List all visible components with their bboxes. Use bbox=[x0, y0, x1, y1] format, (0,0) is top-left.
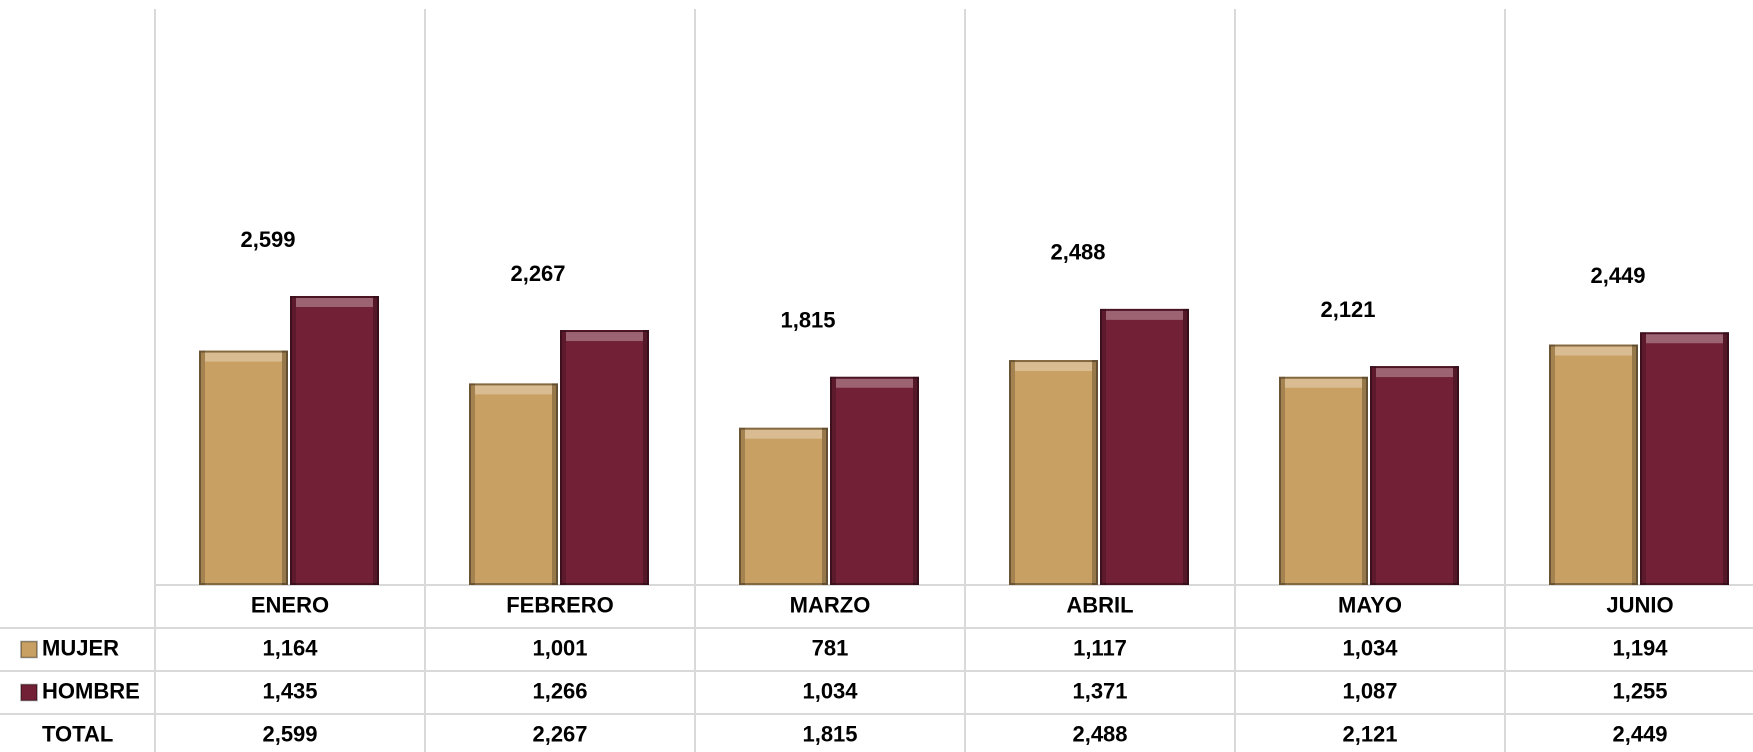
bar-shade bbox=[1640, 332, 1646, 585]
table-value: 1,034 bbox=[1342, 635, 1398, 660]
table-value: 1,194 bbox=[1612, 635, 1668, 660]
table-total: 2,121 bbox=[1342, 721, 1397, 746]
bar-shade bbox=[1632, 344, 1638, 585]
total-label: 2,488 bbox=[1050, 240, 1105, 265]
bar-shade bbox=[1549, 344, 1555, 585]
table-value: 1,266 bbox=[532, 678, 587, 703]
legend-label: MUJER bbox=[42, 635, 119, 660]
bar-highlight bbox=[566, 332, 643, 342]
category-label: MAYO bbox=[1338, 592, 1402, 617]
table-total: 1,815 bbox=[802, 721, 857, 746]
bar-shade bbox=[1183, 308, 1189, 585]
bar-bevel bbox=[739, 427, 828, 586]
bar-shade bbox=[1362, 376, 1368, 585]
table-total: 2,449 bbox=[1612, 721, 1667, 746]
table-value: 1,435 bbox=[262, 678, 317, 703]
bar-shade bbox=[290, 295, 296, 585]
category-label: ENERO bbox=[251, 592, 329, 617]
bar-shade bbox=[560, 330, 566, 585]
bar bbox=[1100, 308, 1189, 585]
bar bbox=[199, 350, 288, 585]
bar bbox=[290, 295, 379, 585]
total-label: 2,267 bbox=[510, 261, 565, 286]
bar bbox=[830, 376, 919, 585]
total-label: 1,815 bbox=[780, 308, 835, 333]
total-label: 2,449 bbox=[1590, 263, 1645, 288]
bar-bevel bbox=[1640, 332, 1729, 585]
category-label: FEBRERO bbox=[506, 592, 614, 617]
category-label: ABRIL bbox=[1066, 592, 1133, 617]
bar-bevel bbox=[1009, 360, 1098, 585]
bar-shade bbox=[739, 427, 745, 585]
bar-highlight bbox=[745, 429, 822, 439]
bar-highlight bbox=[836, 378, 913, 388]
category-label: JUNIO bbox=[1606, 592, 1673, 617]
bar bbox=[1370, 366, 1459, 585]
bar-shade bbox=[643, 330, 649, 585]
total-label: 2,599 bbox=[240, 227, 295, 252]
bar-shade bbox=[822, 427, 828, 585]
bar-shade bbox=[1279, 376, 1285, 585]
bar-shade bbox=[199, 350, 205, 585]
bar-highlight bbox=[1015, 362, 1092, 372]
total-label: 2,121 bbox=[1320, 297, 1375, 322]
bar bbox=[1009, 360, 1098, 585]
table-value: 1,117 bbox=[1073, 635, 1127, 660]
bar bbox=[1279, 376, 1368, 585]
table-total: 2,488 bbox=[1072, 721, 1127, 746]
bar-bevel bbox=[1279, 376, 1368, 585]
bar-shade bbox=[552, 383, 558, 585]
bar-bevel bbox=[290, 295, 379, 585]
bar bbox=[1640, 332, 1729, 585]
bar bbox=[469, 383, 558, 585]
table-total: 2,599 bbox=[262, 721, 317, 746]
category-label: MARZO bbox=[790, 592, 871, 617]
bar-bevel bbox=[830, 376, 919, 585]
bar-bevel bbox=[199, 350, 288, 585]
bar-bevel bbox=[560, 330, 649, 585]
table-value: 1,164 bbox=[262, 635, 318, 660]
bar-bevel bbox=[1100, 308, 1189, 585]
bar-shade bbox=[1092, 360, 1098, 585]
bar-bevel bbox=[1549, 344, 1638, 585]
legend-swatch bbox=[20, 640, 38, 659]
bar-shade bbox=[1009, 360, 1015, 585]
bar-highlight bbox=[1106, 310, 1183, 320]
table-value: 1,001 bbox=[532, 635, 587, 660]
table-value: 1,087 bbox=[1342, 678, 1397, 703]
bar-bevel bbox=[469, 383, 558, 585]
bar-bevel bbox=[1370, 366, 1459, 585]
legend-label: HOMBRE bbox=[42, 678, 140, 703]
bar-shade bbox=[830, 376, 836, 585]
bar-shade bbox=[469, 383, 475, 585]
bar-highlight bbox=[1376, 368, 1453, 378]
table-value: 1,034 bbox=[802, 678, 858, 703]
bar-highlight bbox=[296, 297, 373, 307]
table-value: 1,255 bbox=[1612, 678, 1667, 703]
bar bbox=[1549, 344, 1638, 585]
table-value: 781 bbox=[812, 635, 849, 660]
bar-shade bbox=[1100, 308, 1106, 585]
bar-shade bbox=[1723, 332, 1729, 585]
bar-shade bbox=[1370, 366, 1376, 585]
bar-highlight bbox=[475, 385, 552, 395]
bar bbox=[739, 427, 828, 585]
table-value: 1,371 bbox=[1072, 678, 1127, 703]
bar-highlight bbox=[205, 352, 282, 362]
bar-shade bbox=[1453, 366, 1459, 585]
bar-shade bbox=[282, 350, 288, 585]
bar-shade bbox=[373, 295, 379, 585]
bar-highlight bbox=[1646, 334, 1723, 344]
table-total: 2,267 bbox=[532, 721, 587, 746]
bar-shade bbox=[913, 376, 919, 585]
bar-highlight bbox=[1555, 346, 1632, 356]
bar bbox=[560, 330, 649, 585]
total-row-label: TOTAL bbox=[42, 721, 113, 746]
bar-highlight bbox=[1285, 378, 1362, 388]
legend-swatch bbox=[20, 683, 38, 702]
